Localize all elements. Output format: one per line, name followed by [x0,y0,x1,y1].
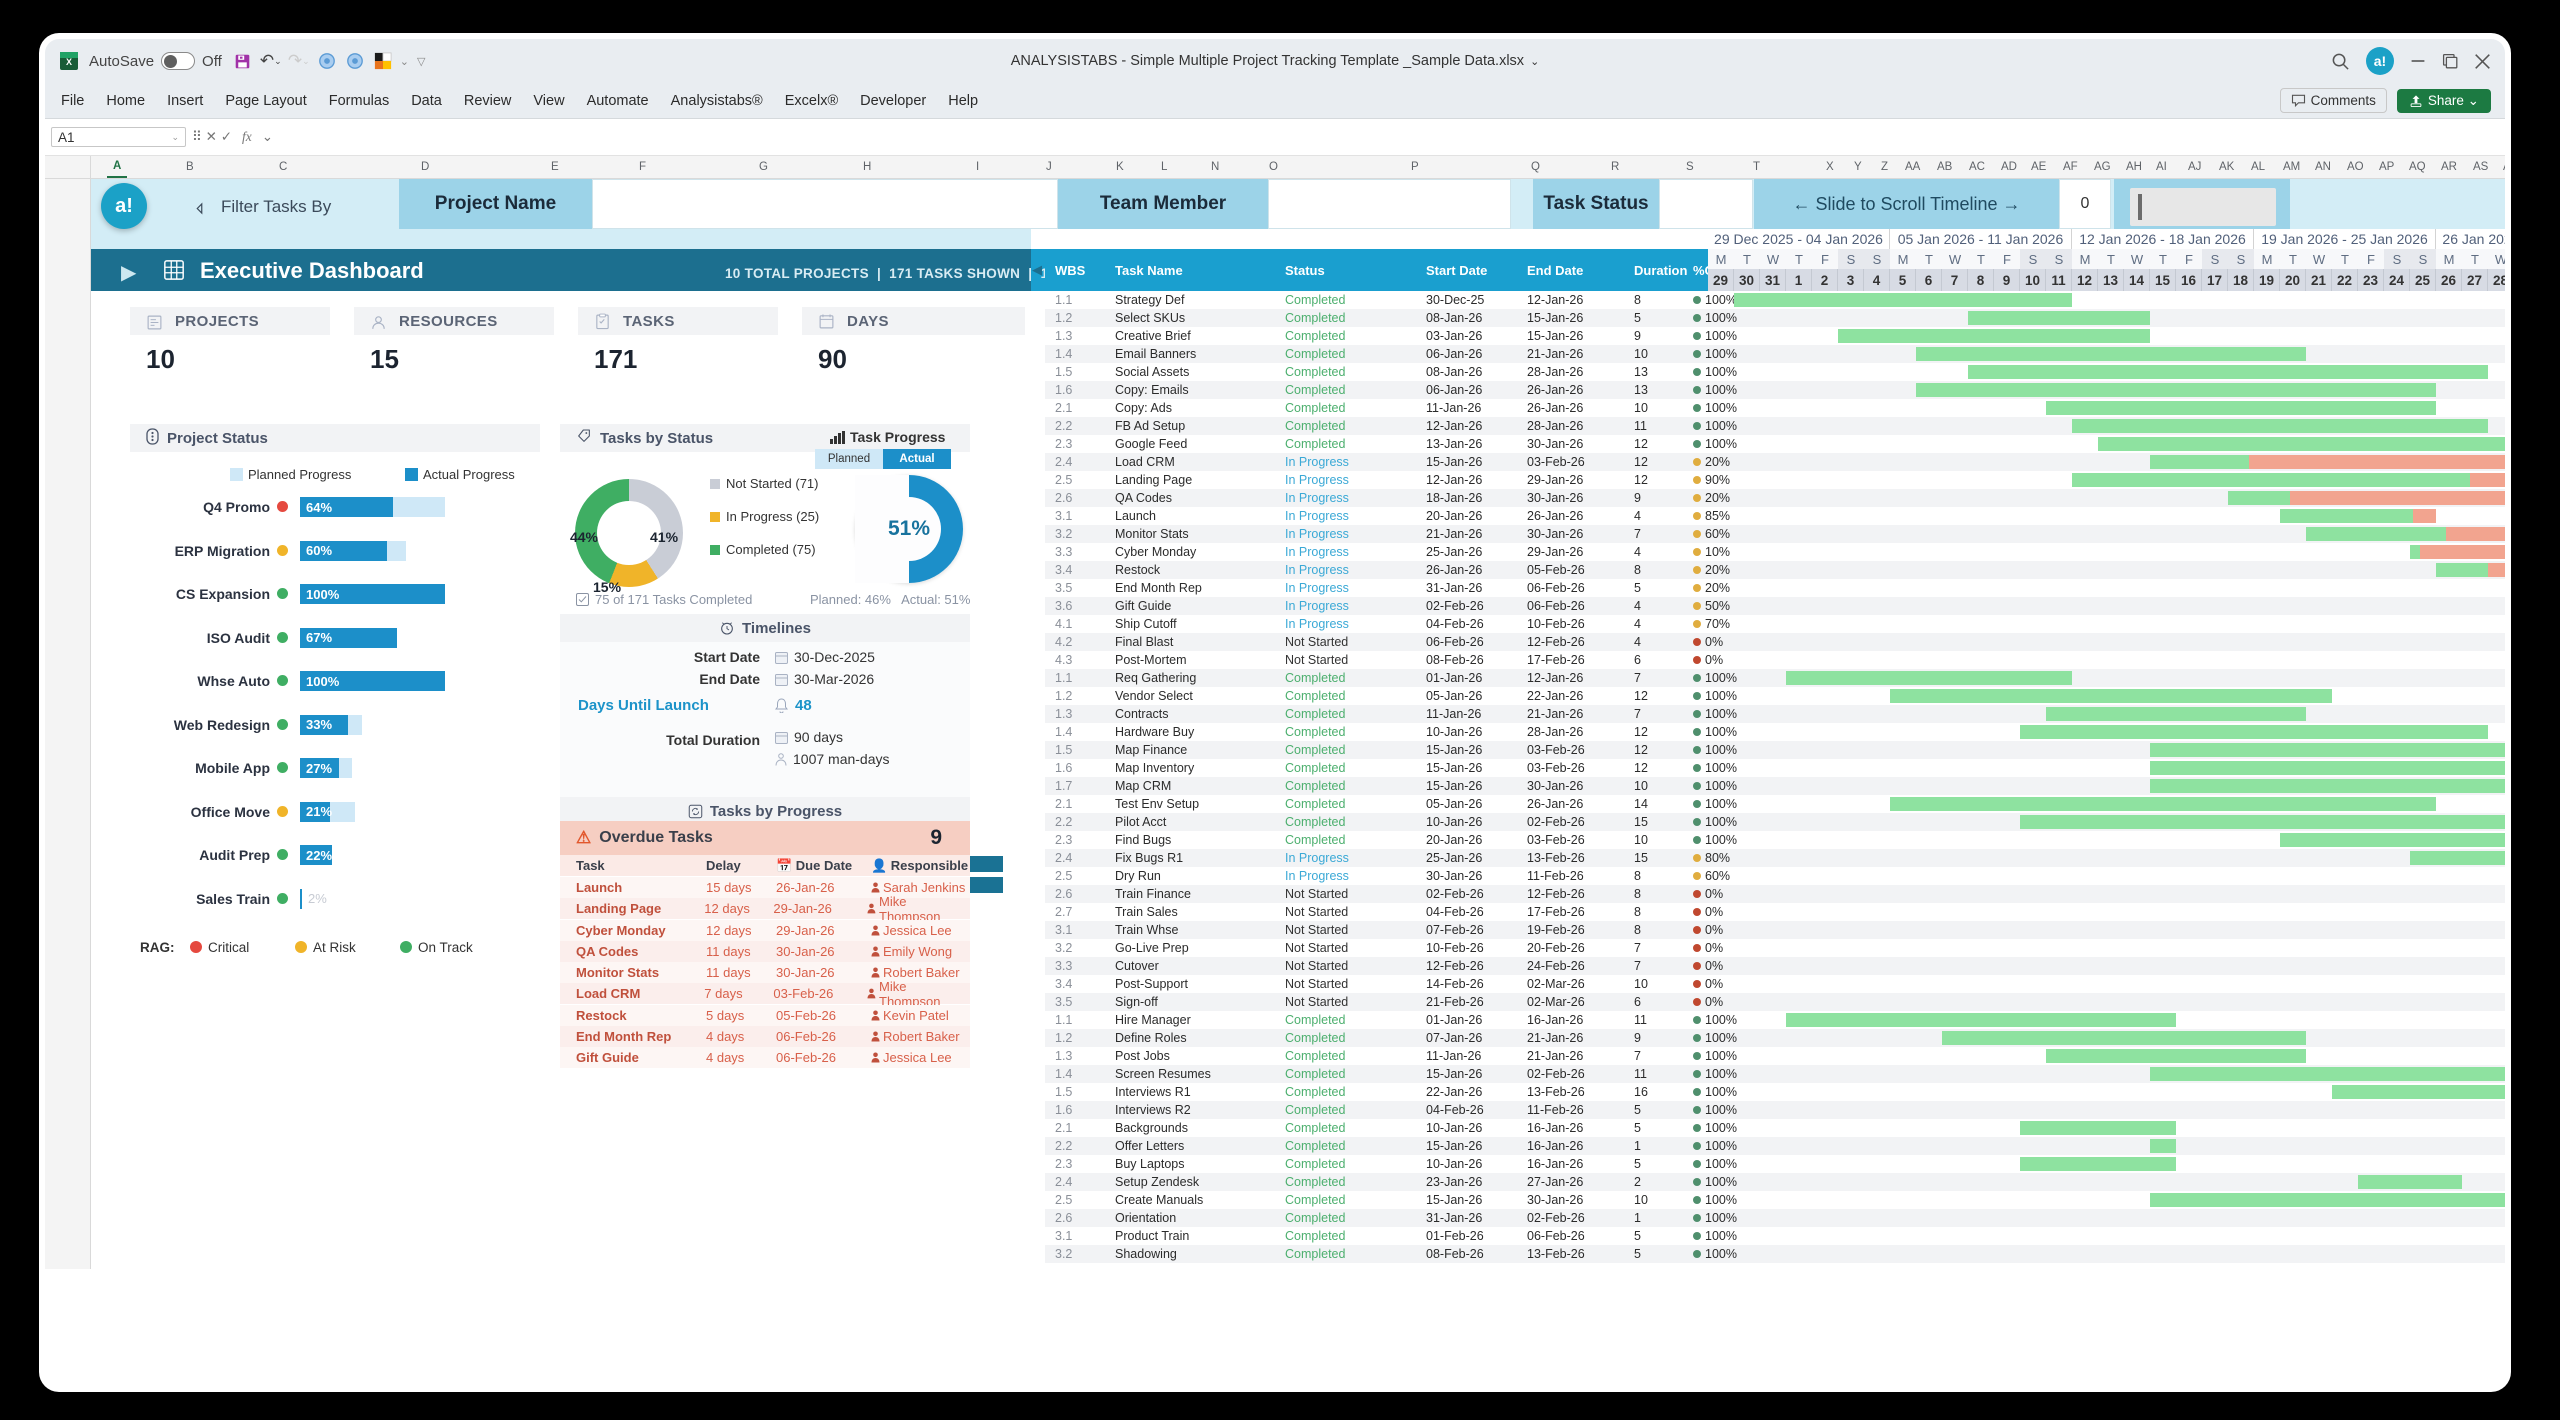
svg-text:X: X [66,57,72,67]
